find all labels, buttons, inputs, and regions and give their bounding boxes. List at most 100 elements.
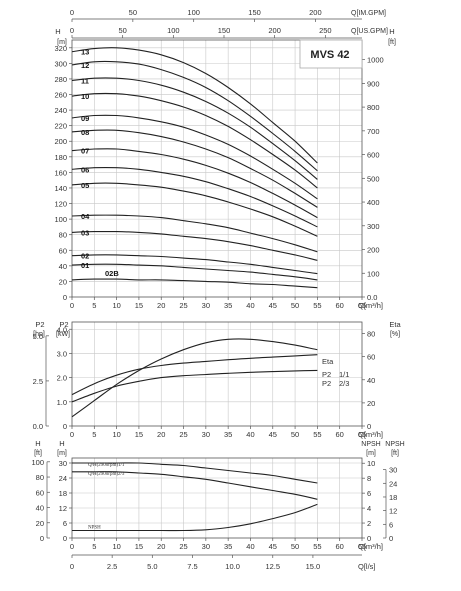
y-outer-axis-label: P2 <box>35 320 44 329</box>
x-tick-label: 30 <box>202 542 210 551</box>
x-tick-label: 35 <box>224 430 232 439</box>
top-axis-2-tick-label: 200 <box>268 26 281 35</box>
y-tick-label: 4.0 <box>57 325 67 334</box>
top-axis-2-tick-label: 0 <box>70 26 74 35</box>
y-right-outer-axis-label: NPSH <box>385 441 404 448</box>
stage-label-13: 13 <box>81 48 89 57</box>
y-tick-label: 24 <box>59 474 67 483</box>
y-tick-label: 300 <box>54 59 67 68</box>
stage-label-03: 03 <box>81 228 89 237</box>
top-axis-2-tick-label: 150 <box>218 26 231 35</box>
bottom-axis-tick-label: 7.5 <box>187 562 197 571</box>
y-axis-label: H <box>59 439 64 448</box>
curve-stage-09 <box>71 114 318 200</box>
curve-npsh <box>71 503 318 532</box>
x-tick-label: 15 <box>135 430 143 439</box>
bottom-axis-tick-label: 2.5 <box>107 562 117 571</box>
curve-stage-03 <box>71 230 318 261</box>
y-tick-label: 18 <box>59 489 67 498</box>
y-right-tick-label: 0 <box>367 534 371 543</box>
bottom-axis-label: Q[l/s] <box>358 562 376 571</box>
x-tick-label: 5 <box>92 430 96 439</box>
x-tick-label: 60 <box>336 542 344 551</box>
curve-stage-08 <box>71 129 318 208</box>
y-right-axis-label: NPSH <box>361 441 380 448</box>
x-tick-label: 30 <box>202 301 210 310</box>
x-axis-label: Q[m³/h] <box>358 542 383 551</box>
x-tick-label: 45 <box>269 430 277 439</box>
x-tick-label: 50 <box>291 430 299 439</box>
y-right-tick-label: 800 <box>367 103 380 112</box>
y-tick-label: 0 <box>63 534 67 543</box>
x-tick-label: 55 <box>313 301 321 310</box>
y-outer-tick-label: 2.5 <box>33 377 43 386</box>
bottom-axis-tick-label: 10.0 <box>225 562 240 571</box>
stage-label-11: 11 <box>81 76 89 85</box>
y-right-tick-label: 10 <box>367 459 375 468</box>
y-right-axis-unit: [m] <box>366 450 376 457</box>
x-tick-label: 10 <box>112 542 120 551</box>
curve-stage-13 <box>71 47 318 164</box>
y-right-tick-label: 300 <box>367 222 380 231</box>
x-tick-label: 35 <box>224 301 232 310</box>
x-tick-label: 20 <box>157 301 165 310</box>
curve-stage-11 <box>71 77 318 180</box>
curve-p2-full <box>71 354 318 396</box>
y-axis-label: H <box>55 27 60 36</box>
y-right-tick-label: 200 <box>367 246 380 255</box>
plot-frame <box>71 457 363 539</box>
y-tick-label: 40 <box>59 262 67 271</box>
curve-stage-02 <box>71 254 318 275</box>
x-axis-label: Q[m³/h] <box>358 301 383 310</box>
x-tick-label: 5 <box>92 301 96 310</box>
y-tick-label: 2.0 <box>57 374 67 383</box>
top-axis-2-tick-label: 50 <box>118 26 126 35</box>
y-right-outer-tick-label: 18 <box>389 493 397 502</box>
x-tick-label: 10 <box>112 430 120 439</box>
x-tick-label: 20 <box>157 430 165 439</box>
y-outer-tick-label: 60 <box>36 488 44 497</box>
top-axis-1-tick-label: 150 <box>248 8 261 17</box>
y-tick-label: 180 <box>54 153 67 162</box>
x-tick-label: 5 <box>92 542 96 551</box>
x-tick-label: 60 <box>336 430 344 439</box>
series-label-2: NPSH <box>88 526 101 531</box>
curve-stage-06 <box>71 167 318 228</box>
y-tick-label: 240 <box>54 106 67 115</box>
x-tick-label: 30 <box>202 430 210 439</box>
y-tick-label: 320 <box>54 44 67 53</box>
y-outer-tick-label: 80 <box>36 473 44 482</box>
y-right-outer-tick-label: 24 <box>389 479 397 488</box>
y-right-outer-tick-label: 12 <box>389 507 397 516</box>
p2-two-thirds-name: P2 <box>322 379 331 388</box>
y-gridlines <box>72 462 362 524</box>
top-axis-1-tick-label: 100 <box>187 8 200 17</box>
x-tick-label: 55 <box>313 430 321 439</box>
y-right-tick-label: 40 <box>367 376 375 385</box>
y-outer-axis-label: H <box>35 439 40 448</box>
y-right-outer-tick-label: 6 <box>389 520 393 529</box>
curve-stage-01 <box>71 263 318 281</box>
y-outer-tick-label: 40 <box>36 504 44 513</box>
y-tick-label: 1.0 <box>57 398 67 407</box>
y-right-outer-tick-label: 30 <box>389 466 397 475</box>
top-axis-2-label: Q[US.GPM] <box>351 28 388 35</box>
y-tick-label: 260 <box>54 91 67 100</box>
x-tick-label: 65 <box>358 301 366 310</box>
y-axis-label: P2 <box>59 320 68 329</box>
y-tick-label: 100 <box>54 215 67 224</box>
stage-label-08: 08 <box>81 128 89 137</box>
y-right-tick-label: 600 <box>367 151 380 160</box>
y-right-tick-label: 700 <box>367 127 380 136</box>
x-tick-label: 50 <box>291 301 299 310</box>
curve-stage-04 <box>71 214 318 253</box>
y-right-tick-label: 900 <box>367 79 380 88</box>
stage-label-05: 05 <box>81 181 89 190</box>
stage-label-02B: 02B <box>105 269 119 278</box>
top-axis-2-tick-label: 250 <box>319 26 332 35</box>
x-tick-label: 0 <box>70 430 74 439</box>
y-axis-unit: [m] <box>57 450 67 457</box>
x-tick-label: 65 <box>358 542 366 551</box>
y-right-outer-axis-unit: [ft] <box>391 450 399 457</box>
